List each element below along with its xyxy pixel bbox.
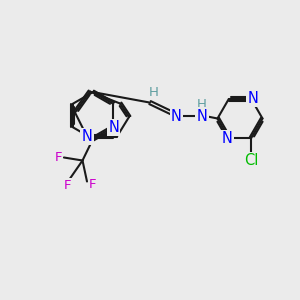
Text: H: H	[197, 98, 207, 112]
Text: F: F	[55, 151, 62, 164]
Text: F: F	[64, 179, 71, 192]
Text: N: N	[222, 131, 233, 146]
Text: N: N	[82, 129, 92, 144]
Text: N: N	[196, 109, 207, 124]
Text: F: F	[89, 178, 96, 191]
Text: H: H	[149, 85, 158, 99]
Text: Cl: Cl	[244, 153, 258, 168]
Text: N: N	[108, 120, 119, 135]
Text: N: N	[247, 91, 258, 106]
Text: N: N	[171, 109, 182, 124]
